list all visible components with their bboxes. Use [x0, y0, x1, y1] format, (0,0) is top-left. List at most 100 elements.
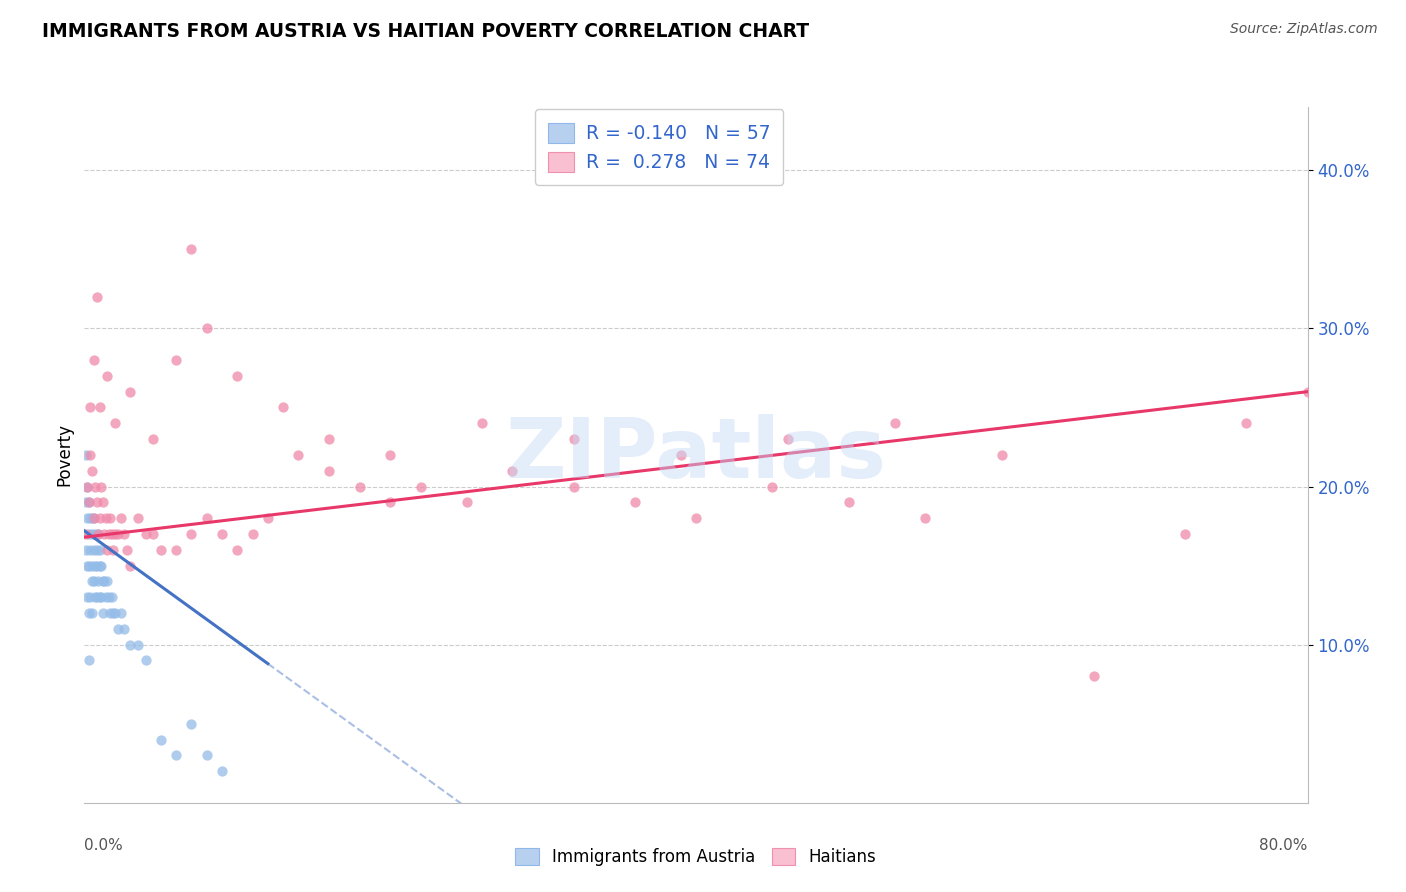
Point: [110, 606, 132, 620]
Point: [471, 417, 494, 431]
Point: [76, 479, 98, 493]
Point: [1083, 669, 1105, 683]
Point: [380, 495, 402, 509]
Point: [211, 764, 233, 779]
Point: [180, 716, 202, 731]
Point: [83, 574, 105, 589]
Point: [94, 591, 117, 605]
Point: [180, 243, 202, 257]
Point: [242, 527, 264, 541]
Point: [1174, 527, 1197, 541]
Point: [83, 542, 105, 557]
Point: [103, 542, 125, 557]
Point: [502, 464, 524, 478]
Point: [77, 606, 100, 620]
Point: [75, 542, 97, 557]
Point: [120, 638, 142, 652]
Point: [76, 591, 98, 605]
Point: [84, 479, 107, 493]
Point: [77, 495, 100, 509]
Text: 0.0%: 0.0%: [84, 838, 124, 853]
Point: [77, 653, 100, 667]
Point: [991, 448, 1014, 462]
Point: [101, 527, 124, 541]
Point: [89, 542, 111, 557]
Point: [149, 542, 172, 557]
Point: [211, 527, 233, 541]
Point: [120, 384, 142, 399]
Point: [107, 622, 129, 636]
Point: [89, 591, 111, 605]
Point: [226, 368, 249, 383]
Point: [883, 417, 905, 431]
Point: [75, 495, 97, 509]
Point: [86, 591, 108, 605]
Point: [101, 591, 124, 605]
Point: [80, 527, 103, 541]
Point: [127, 638, 149, 652]
Point: [165, 353, 187, 368]
Point: [149, 732, 172, 747]
Point: [84, 527, 107, 541]
Point: [112, 622, 135, 636]
Point: [914, 511, 936, 525]
Legend: Immigrants from Austria, Haitians: Immigrants from Austria, Haitians: [508, 839, 884, 874]
Text: IMMIGRANTS FROM AUSTRIA VS HAITIAN POVERTY CORRELATION CHART: IMMIGRANTS FROM AUSTRIA VS HAITIAN POVER…: [42, 22, 810, 41]
Point: [135, 653, 157, 667]
Point: [104, 606, 127, 620]
Point: [89, 558, 111, 573]
Text: 80.0%: 80.0%: [1260, 838, 1308, 853]
Point: [87, 527, 110, 541]
Point: [80, 511, 103, 525]
Point: [89, 401, 111, 415]
Point: [257, 511, 280, 525]
Point: [80, 574, 103, 589]
Point: [84, 591, 107, 605]
Point: [97, 527, 120, 541]
Point: [1296, 384, 1319, 399]
Point: [80, 558, 103, 573]
Point: [127, 511, 149, 525]
Point: [80, 464, 103, 478]
Point: [107, 527, 129, 541]
Point: [86, 558, 108, 573]
Point: [271, 401, 294, 415]
Point: [195, 748, 218, 763]
Point: [93, 574, 115, 589]
Point: [77, 495, 100, 509]
Point: [83, 511, 105, 525]
Point: [142, 432, 165, 446]
Point: [838, 495, 860, 509]
Text: Source: ZipAtlas.com: Source: ZipAtlas.com: [1230, 22, 1378, 37]
Point: [79, 448, 101, 462]
Point: [77, 558, 100, 573]
Point: [104, 417, 127, 431]
Point: [83, 511, 105, 525]
Point: [761, 479, 783, 493]
Point: [90, 591, 112, 605]
Point: [79, 542, 101, 557]
Point: [89, 511, 111, 525]
Y-axis label: Poverty: Poverty: [55, 424, 73, 486]
Point: [84, 558, 107, 573]
Point: [409, 479, 432, 493]
Point: [75, 527, 97, 541]
Point: [318, 432, 340, 446]
Point: [685, 511, 707, 525]
Point: [103, 606, 125, 620]
Point: [91, 574, 114, 589]
Point: [96, 368, 118, 383]
Point: [165, 542, 187, 557]
Point: [93, 527, 115, 541]
Point: [349, 479, 371, 493]
Point: [142, 527, 165, 541]
Point: [76, 558, 98, 573]
Point: [115, 542, 138, 557]
Point: [380, 448, 402, 462]
Point: [86, 290, 108, 304]
Point: [135, 527, 157, 541]
Point: [776, 432, 799, 446]
Point: [562, 432, 585, 446]
Point: [79, 401, 101, 415]
Point: [318, 464, 340, 478]
